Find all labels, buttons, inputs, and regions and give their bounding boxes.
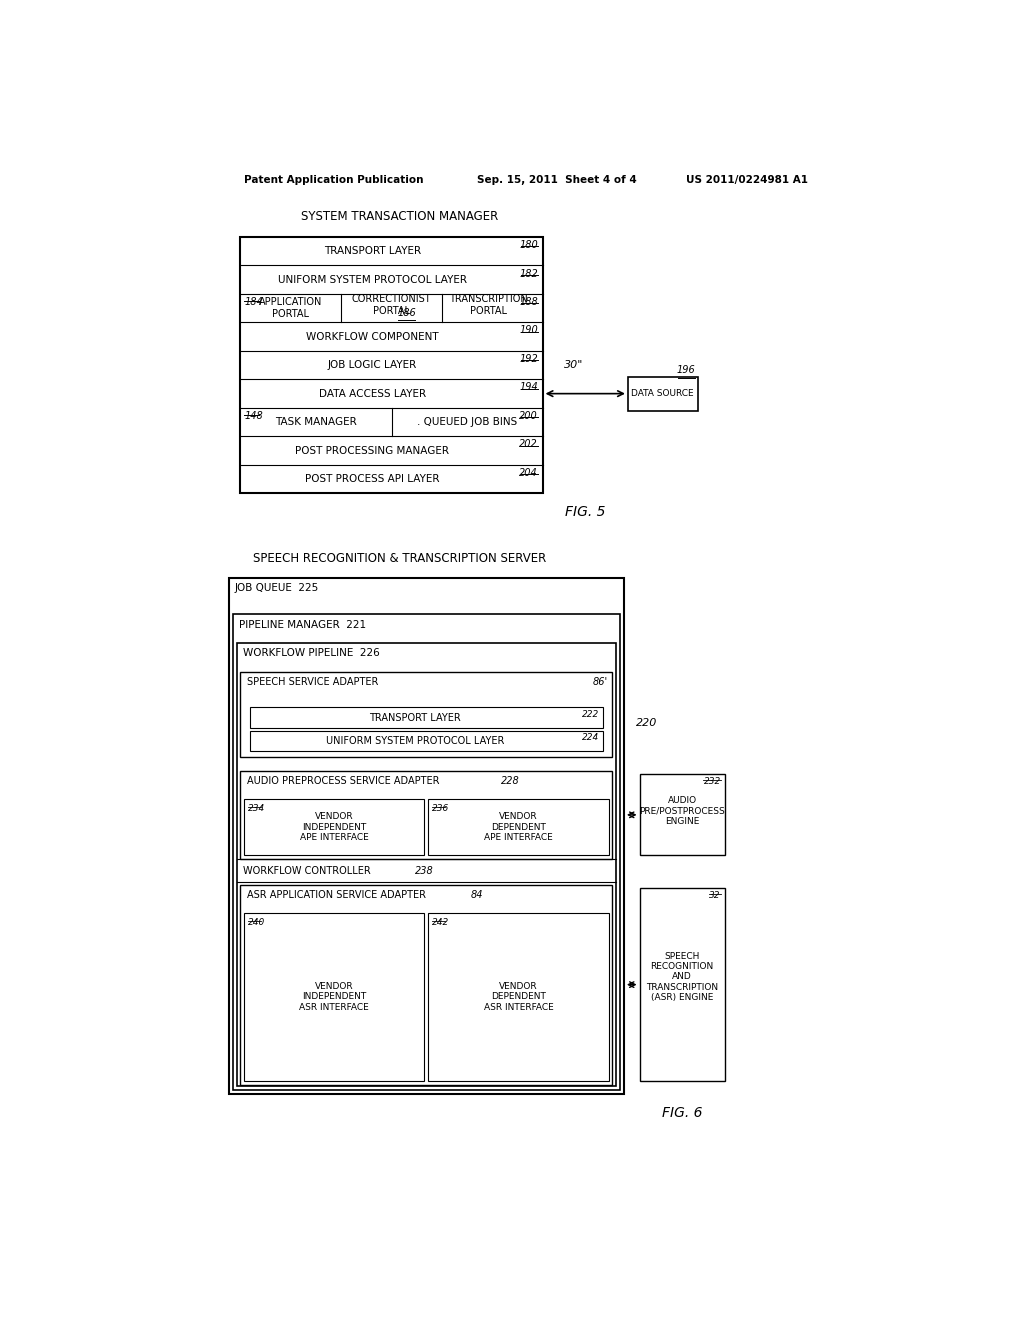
- Bar: [250, 730, 603, 751]
- Text: . QUEUED JOB BINS: . QUEUED JOB BINS: [417, 417, 517, 428]
- Text: 224: 224: [582, 733, 599, 742]
- Text: PIPELINE MANAGER  221: PIPELINE MANAGER 221: [239, 619, 366, 630]
- Text: CORRECTIONIST
PORTAL: CORRECTIONIST PORTAL: [351, 294, 431, 315]
- Text: WORKFLOW PIPELINE  226: WORKFLOW PIPELINE 226: [243, 648, 380, 659]
- Text: 30": 30": [564, 360, 584, 370]
- Text: 194: 194: [519, 383, 538, 392]
- Text: 204: 204: [519, 469, 538, 478]
- Text: Sep. 15, 2011  Sheet 4 of 4: Sep. 15, 2011 Sheet 4 of 4: [477, 176, 637, 185]
- Text: FIG. 5: FIG. 5: [565, 506, 605, 519]
- Bar: [428, 799, 608, 855]
- Text: TRANSPORT LAYER: TRANSPORT LAYER: [369, 713, 461, 723]
- Text: 32: 32: [710, 891, 721, 900]
- Text: ASR APPLICATION SERVICE ADAPTER: ASR APPLICATION SERVICE ADAPTER: [247, 890, 426, 900]
- Text: SPEECH SERVICE ADAPTER: SPEECH SERVICE ADAPTER: [247, 677, 378, 688]
- Text: TRANSCRIPTION
PORTAL: TRANSCRIPTION PORTAL: [449, 294, 527, 315]
- Text: TASK MANAGER: TASK MANAGER: [275, 417, 356, 428]
- Text: WORKFLOW CONTROLLER: WORKFLOW CONTROLLER: [243, 866, 371, 875]
- Text: 202: 202: [519, 440, 538, 449]
- Text: 188: 188: [519, 297, 538, 308]
- Text: 222: 222: [582, 710, 599, 718]
- Text: 196: 196: [677, 366, 695, 375]
- Text: 238: 238: [415, 866, 433, 875]
- Text: VENDOR
DEPENDENT
APE INTERFACE: VENDOR DEPENDENT APE INTERFACE: [484, 812, 553, 842]
- Text: 242: 242: [432, 917, 450, 927]
- Text: POST PROCESSING MANAGER: POST PROCESSING MANAGER: [295, 446, 450, 455]
- Text: JOB QUEUE  225: JOB QUEUE 225: [234, 583, 319, 594]
- Bar: [428, 913, 608, 1081]
- Text: 234: 234: [248, 804, 265, 813]
- Text: 182: 182: [519, 268, 538, 279]
- Text: TRANSPORT LAYER: TRANSPORT LAYER: [324, 247, 421, 256]
- Text: WORKFLOW COMPONENT: WORKFLOW COMPONENT: [306, 331, 438, 342]
- Text: 184: 184: [245, 297, 263, 308]
- Text: 84: 84: [471, 890, 483, 900]
- Text: DATA SOURCE: DATA SOURCE: [632, 389, 694, 399]
- Bar: [245, 799, 424, 855]
- Bar: [237, 643, 616, 1086]
- Bar: [640, 775, 725, 855]
- Bar: [245, 913, 424, 1081]
- Bar: [250, 708, 603, 729]
- Text: Patent Application Publication: Patent Application Publication: [245, 176, 424, 185]
- Text: 186: 186: [397, 308, 417, 318]
- Text: 220: 220: [636, 718, 657, 727]
- Text: 200: 200: [519, 411, 538, 421]
- Text: 180: 180: [519, 240, 538, 249]
- Text: VENDOR
INDEPENDENT
APE INTERFACE: VENDOR INDEPENDENT APE INTERFACE: [300, 812, 369, 842]
- Bar: [241, 771, 612, 859]
- Text: UNIFORM SYSTEM PROTOCOL LAYER: UNIFORM SYSTEM PROTOCOL LAYER: [278, 275, 467, 285]
- Text: FIG. 6: FIG. 6: [662, 1106, 702, 1121]
- Text: 192: 192: [519, 354, 538, 364]
- Bar: [628, 376, 697, 411]
- Bar: [228, 578, 624, 1094]
- Text: UNIFORM SYSTEM PROTOCOL LAYER: UNIFORM SYSTEM PROTOCOL LAYER: [326, 737, 504, 746]
- Text: VENDOR
INDEPENDENT
ASR INTERFACE: VENDOR INDEPENDENT ASR INTERFACE: [299, 982, 370, 1012]
- Text: 86': 86': [593, 677, 607, 688]
- Text: SYSTEM TRANSACTION MANAGER: SYSTEM TRANSACTION MANAGER: [301, 210, 498, 223]
- Text: 240: 240: [248, 917, 265, 927]
- Text: 232: 232: [703, 776, 721, 785]
- Text: 148: 148: [245, 411, 263, 421]
- Text: AUDIO PREPROCESS SERVICE ADAPTER: AUDIO PREPROCESS SERVICE ADAPTER: [247, 776, 439, 785]
- Text: US 2011/0224981 A1: US 2011/0224981 A1: [686, 176, 808, 185]
- Bar: [241, 672, 612, 756]
- Text: VENDOR
DEPENDENT
ASR INTERFACE: VENDOR DEPENDENT ASR INTERFACE: [483, 982, 553, 1012]
- Text: SPEECH
RECOGNITION
AND
TRANSCRIPTION
(ASR) ENGINE: SPEECH RECOGNITION AND TRANSCRIPTION (AS…: [646, 952, 718, 1002]
- Text: AUDIO
PRE/POSTPROCESS
ENGINE: AUDIO PRE/POSTPROCESS ENGINE: [639, 796, 725, 826]
- Text: SPEECH RECOGNITION & TRANSCRIPTION SERVER: SPEECH RECOGNITION & TRANSCRIPTION SERVE…: [253, 552, 546, 565]
- Bar: [241, 238, 543, 494]
- Text: POST PROCESS API LAYER: POST PROCESS API LAYER: [305, 474, 439, 484]
- Bar: [241, 884, 612, 1085]
- Bar: [640, 888, 725, 1081]
- Text: 228: 228: [501, 776, 519, 785]
- Text: JOB LOGIC LAYER: JOB LOGIC LAYER: [328, 360, 417, 370]
- Text: DATA ACCESS LAYER: DATA ACCESS LAYER: [318, 388, 426, 399]
- Text: 236: 236: [432, 804, 450, 813]
- Bar: [232, 614, 621, 1090]
- Text: 190: 190: [519, 326, 538, 335]
- Text: APPLICATION
PORTAL: APPLICATION PORTAL: [259, 297, 323, 319]
